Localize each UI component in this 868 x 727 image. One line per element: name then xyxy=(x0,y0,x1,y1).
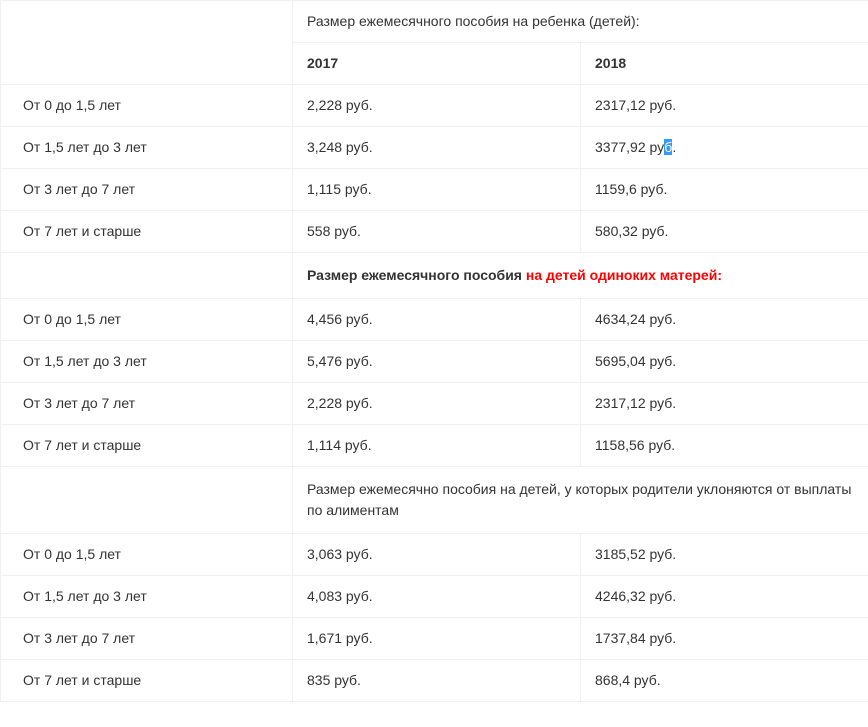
section2-empty xyxy=(1,253,293,299)
table-row: От 0 до 1,5 лет 2,228 руб. 2317,12 руб. xyxy=(1,85,868,127)
section3-title: Размер ежемесячно пособия на детей, у ко… xyxy=(293,467,868,534)
cell-2017: 1,114 руб. xyxy=(293,425,581,467)
cell-2017: 5,476 руб. xyxy=(293,341,581,383)
cell-2017: 4,456 руб. xyxy=(293,299,581,341)
section3-header-row: Размер ежемесячно пособия на детей, у ко… xyxy=(1,467,868,534)
cell-2017: 2,228 руб. xyxy=(293,383,581,425)
table-row: От 1,5 лет до 3 лет 4,083 руб. 4246,32 р… xyxy=(1,576,868,618)
cell-2017: 4,083 руб. xyxy=(293,576,581,618)
cell-2017: 3,063 руб. xyxy=(293,534,581,576)
table-row: От 0 до 1,5 лет 3,063 руб. 3185,52 руб. xyxy=(1,534,868,576)
section2-title-plain: Размер ежемесячного пособия xyxy=(307,267,526,283)
cell-2017: 558 руб. xyxy=(293,211,581,253)
table-row: От 7 лет и старше 835 руб. 868,4 руб. xyxy=(1,660,868,702)
row-label: От 3 лет до 7 лет xyxy=(1,383,293,425)
benefits-table: Размер ежемесячного пособия на ребенка (… xyxy=(0,0,868,702)
table-row: От 3 лет до 7 лет 1,671 руб. 1737,84 руб… xyxy=(1,618,868,660)
row-label: От 0 до 1,5 лет xyxy=(1,299,293,341)
cell-2018: 1737,84 руб. xyxy=(581,618,868,660)
table-row: От 7 лет и старше 1,114 руб. 1158,56 руб… xyxy=(1,425,868,467)
cell-2018: 1158,56 руб. xyxy=(581,425,868,467)
row-label: От 0 до 1,5 лет xyxy=(1,534,293,576)
row-label: От 3 лет до 7 лет xyxy=(1,618,293,660)
cell-2018: 1159,6 руб. xyxy=(581,169,868,211)
cell-2018: 580,32 руб. xyxy=(581,211,868,253)
cell-2018: 4634,24 руб. xyxy=(581,299,868,341)
cell-2017: 2,228 руб. xyxy=(293,85,581,127)
row-label: От 7 лет и старше xyxy=(1,425,293,467)
cell-2018: 3185,52 руб. xyxy=(581,534,868,576)
benefits-table-wrap: Размер ежемесячного пособия на ребенка (… xyxy=(0,0,868,702)
cell-2018-post: . xyxy=(672,139,676,155)
header-title-row: Размер ежемесячного пособия на ребенка (… xyxy=(1,1,868,43)
section2-title-red: на детей одиноких матерей: xyxy=(526,267,722,283)
col-2018: 2018 xyxy=(581,43,868,85)
row-label: От 7 лет и старше xyxy=(1,211,293,253)
row-label: От 1,5 лет до 3 лет xyxy=(1,127,293,169)
col-2017: 2017 xyxy=(293,43,581,85)
cell-2018: 4246,32 руб. xyxy=(581,576,868,618)
table-row: От 3 лет до 7 лет 1,115 руб. 1159,6 руб. xyxy=(1,169,868,211)
section3-empty xyxy=(1,467,293,534)
row-label: От 0 до 1,5 лет xyxy=(1,85,293,127)
cell-2017: 3,248 руб. xyxy=(293,127,581,169)
cell-2018: 5695,04 руб. xyxy=(581,341,868,383)
cell-2018: 868,4 руб. xyxy=(581,660,868,702)
row-label: От 1,5 лет до 3 лет xyxy=(1,576,293,618)
row-label: От 1,5 лет до 3 лет xyxy=(1,341,293,383)
cell-2017: 1,671 руб. xyxy=(293,618,581,660)
table-row: От 7 лет и старше 558 руб. 580,32 руб. xyxy=(1,211,868,253)
table-row: От 1,5 лет до 3 лет 5,476 руб. 5695,04 р… xyxy=(1,341,868,383)
table-row: От 0 до 1,5 лет 4,456 руб. 4634,24 руб. xyxy=(1,299,868,341)
row-label: От 3 лет до 7 лет xyxy=(1,169,293,211)
row-label: От 7 лет и старше xyxy=(1,660,293,702)
header-empty xyxy=(1,1,293,85)
cell-2018: 2317,12 руб. xyxy=(581,383,868,425)
section2-header-row: Размер ежемесячного пособия на детей оди… xyxy=(1,253,868,299)
table-row: От 1,5 лет до 3 лет 3,248 руб. 3377,92 р… xyxy=(1,127,868,169)
cell-2018: 2317,12 руб. xyxy=(581,85,868,127)
table-row: От 3 лет до 7 лет 2,228 руб. 2317,12 руб… xyxy=(1,383,868,425)
cell-2018-pre: 3377,92 ру xyxy=(595,139,664,155)
cell-2017: 835 руб. xyxy=(293,660,581,702)
cell-2018: 3377,92 руб. xyxy=(581,127,868,169)
section2-title: Размер ежемесячного пособия на детей оди… xyxy=(293,253,868,299)
cell-2017: 1,115 руб. xyxy=(293,169,581,211)
header-title: Размер ежемесячного пособия на ребенка (… xyxy=(293,1,868,43)
